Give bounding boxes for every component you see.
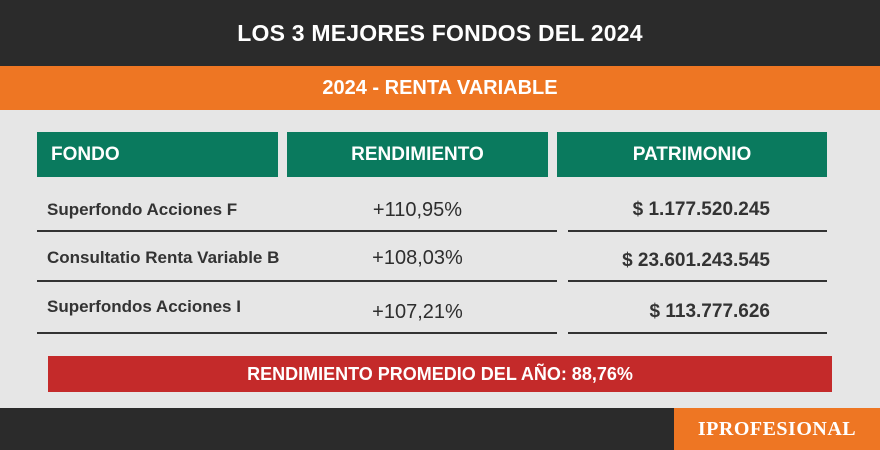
row-divider: [37, 280, 557, 282]
iprofesional-logo: IPROFESIONAL: [674, 408, 880, 450]
row-3-rendimiento: +107,21%: [372, 300, 463, 323]
page-title: LOS 3 MEJORES FONDOS DEL 2024: [0, 0, 880, 66]
row-2-rendimiento: +108,03%: [372, 246, 463, 269]
row-divider: [37, 230, 557, 232]
row-2-patrimonio: $ 23.601.243.545: [622, 250, 770, 271]
row-1-patrimonio: $ 1.177.520.245: [632, 199, 770, 220]
row-1-rendimiento: +110,95%: [372, 198, 463, 221]
row-divider: [568, 230, 827, 232]
row-1-fondo: Superfondo Acciones F: [47, 200, 238, 219]
row-divider: [568, 280, 827, 282]
column-header-rendimiento: RENDIMIENTO: [287, 132, 548, 177]
average-return-banner: RENDIMIENTO PROMEDIO DEL AÑO: 88,76%: [48, 356, 832, 392]
page-subtitle: 2024 - RENTA VARIABLE: [0, 66, 880, 110]
column-header-fondo: FONDO: [37, 132, 278, 177]
row-divider: [37, 332, 557, 334]
row-3-fondo: Superfondos Acciones I: [47, 297, 241, 316]
row-3-patrimonio: $ 113.777.626: [649, 301, 770, 322]
row-divider: [568, 332, 827, 334]
row-2-fondo: Consultatio Renta Variable B: [47, 248, 280, 267]
column-header-patrimonio: PATRIMONIO: [557, 132, 827, 177]
